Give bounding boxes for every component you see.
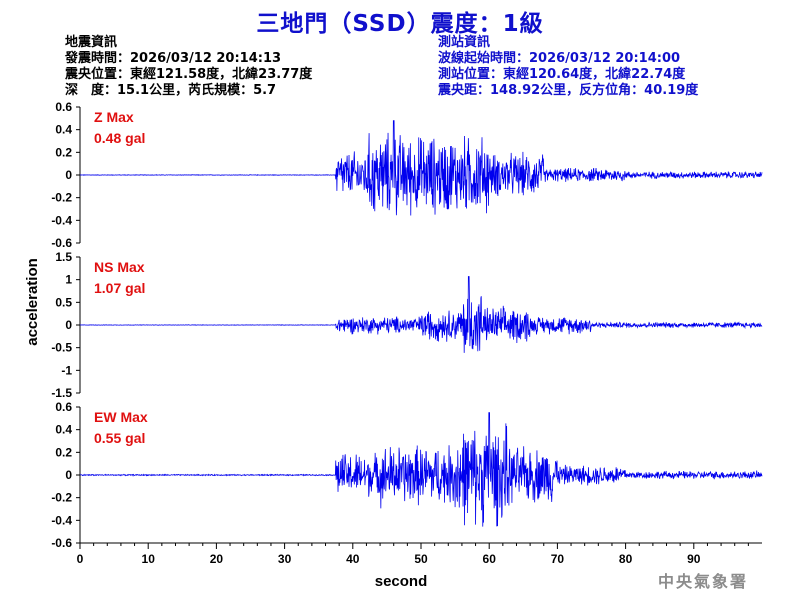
- y-tick-label: 0.5: [55, 295, 72, 309]
- y-tick-label: -0.6: [51, 536, 72, 550]
- station-location: 測站位置：東經120.64度，北緯22.74度: [438, 67, 686, 82]
- panel-ew: 0.6 0.4 0.2 0 -0.2 -0.4 -0.6 EW Max 0.55 gal: [51, 400, 763, 550]
- y-tick-label: -1: [61, 363, 72, 377]
- station-info-heading: 測站資訊: [438, 35, 491, 50]
- station-info-block: 測站資訊 波線起始時間：2026/03/12 20:14:00 測站位置：東經1…: [438, 35, 698, 99]
- y-tick-label: 0: [65, 468, 72, 482]
- max-label-ew: EW Max: [94, 409, 148, 425]
- y-tick-label: -0.2: [51, 191, 72, 205]
- max-value-ns: 1.07 gal: [94, 280, 145, 296]
- y-tick-label: 0: [65, 318, 72, 332]
- waveform-ew: [79, 412, 763, 527]
- y-tick-label: 0: [65, 168, 72, 182]
- epicenter: 震央位置：東經121.58度，北緯23.77度: [65, 67, 313, 82]
- x-tick-label: 80: [619, 552, 633, 566]
- waveform-ns: [79, 276, 763, 353]
- x-axis: 0 10 20 30 40 50 60 70 80 90: [77, 542, 762, 566]
- x-tick-label: 70: [551, 552, 565, 566]
- origin-time: 發震時間：2026/03/12 20:14:13: [65, 51, 282, 66]
- x-axis-title: second: [375, 573, 428, 590]
- x-tick-label: 10: [142, 552, 156, 566]
- x-tick-label: 0: [77, 552, 84, 566]
- quake-info-heading: 地震資訊: [65, 35, 118, 50]
- y-tick-label: 1: [65, 273, 72, 287]
- y-tick-label: -0.2: [51, 491, 72, 505]
- x-tick-label: 50: [414, 552, 428, 566]
- y-tick-label: 0.2: [55, 145, 72, 159]
- y-tick-label: 0.4: [55, 123, 72, 137]
- x-tick-label: 30: [278, 552, 292, 566]
- y-tick-label: -0.6: [51, 236, 72, 250]
- max-label-z: Z Max: [94, 109, 134, 125]
- y-tick-label: -1.5: [51, 386, 72, 400]
- page-title: 三地門（SSD）震度：1級: [256, 11, 544, 37]
- depth-magnitude: 深 度：15.1公里，芮氏規模：5.7: [65, 83, 277, 98]
- panel-ns: 1.5 1 0.5 0 -0.5 -1 -1.5 NS Max 1.07 gal: [51, 250, 763, 400]
- x-tick-label: 90: [687, 552, 701, 566]
- wave-start-time: 波線起始時間：2026/03/12 20:14:00: [438, 51, 681, 66]
- quake-info-block: 地震資訊 發震時間：2026/03/12 20:14:13 震央位置：東經121…: [65, 35, 312, 99]
- y-tick-label: 0.2: [55, 445, 72, 459]
- y-tick-label: 0.4: [55, 423, 72, 437]
- y-tick-label: 0.6: [55, 400, 72, 414]
- y-tick-label: -0.4: [51, 213, 72, 227]
- max-value-z: 0.48 gal: [94, 130, 145, 146]
- max-label-ns: NS Max: [94, 259, 145, 275]
- y-tick-label: -0.5: [51, 341, 72, 355]
- y-tick-label: 1.5: [55, 250, 72, 264]
- seismogram-panels: 0.6 0.4 0.2 0 -0.2 -0.4 -0.6 Z Max 0.48 gal 1.5 1 0…: [51, 100, 763, 550]
- agency-watermark: 中央氣象署: [657, 572, 748, 591]
- x-tick-label: 60: [483, 552, 497, 566]
- waveform-z: [79, 120, 763, 216]
- panel-z: 0.6 0.4 0.2 0 -0.2 -0.4 -0.6 Z Max 0.48 gal: [51, 100, 763, 250]
- x-tick-label: 20: [210, 552, 224, 566]
- y-tick-label: -0.4: [51, 513, 72, 527]
- max-value-ew: 0.55 gal: [94, 430, 145, 446]
- y-tick-label: 0.6: [55, 100, 72, 114]
- epicentral-distance: 震央距：148.92公里，反方位角：40.19度: [438, 83, 699, 98]
- x-tick-label: 40: [346, 552, 360, 566]
- y-axis-title: acceleration: [24, 258, 41, 346]
